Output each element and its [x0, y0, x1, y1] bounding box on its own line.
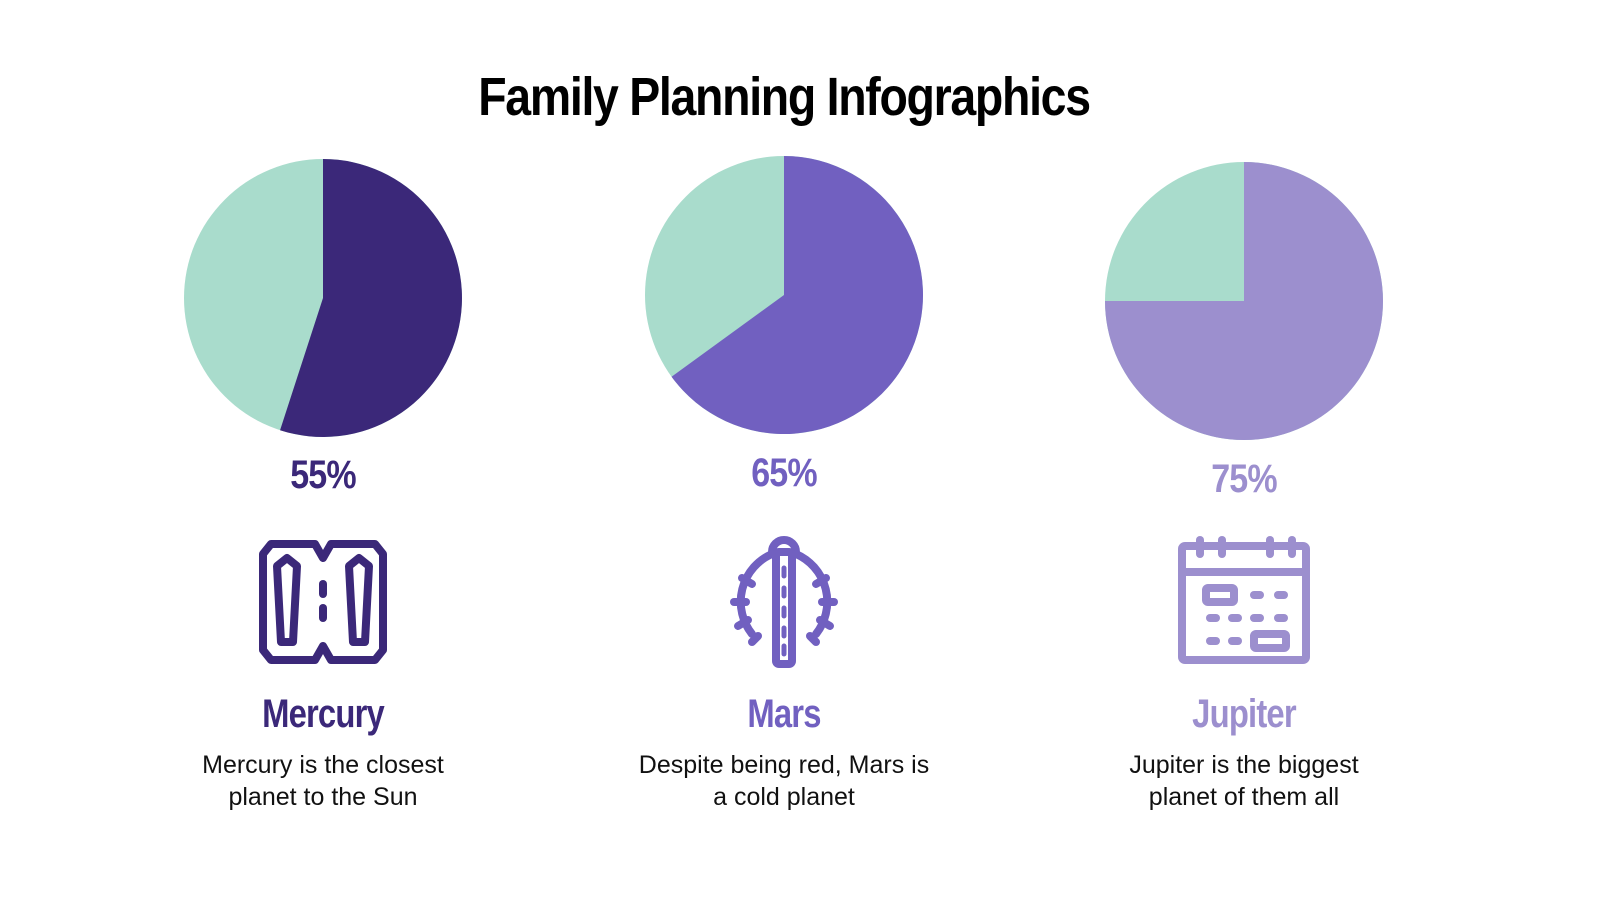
description-line: Jupiter is the biggest [1129, 751, 1359, 779]
description-line: Despite being red, Mars is [638, 751, 930, 779]
percent-label: 75% [1211, 457, 1277, 501]
pie-chart-jupiter [1105, 162, 1383, 440]
pregnancy-test-icon [259, 540, 387, 664]
percent-label: 55% [290, 453, 356, 497]
pie-chart-mercury [184, 159, 462, 437]
item-description: Jupiter is the biggest planet of them al… [1044, 749, 1444, 813]
calendar-icon [1178, 536, 1310, 664]
item-name: Mercury [262, 692, 385, 736]
infographic-column-jupiter: 75% Jupiter Jupiter is the biggest plane… [1044, 0, 1444, 900]
pie-slice-value [1105, 162, 1383, 440]
description-line: a cold planet [713, 783, 855, 811]
description-line: planet to the Sun [228, 783, 418, 811]
pie-slice-value [280, 159, 462, 437]
item-name: Mars [747, 692, 821, 736]
item-description: Mercury is the closest planet to the Sun [123, 749, 523, 813]
percent-label: 65% [751, 451, 817, 495]
item-description: Despite being red, Mars is a cold planet [584, 749, 984, 813]
slide-title: Family Planning Infographics [478, 67, 1091, 127]
thermometer-sun-icon [730, 536, 838, 668]
infographic-column-mars: 65% Mars Despite being red, Mars is a co… [584, 0, 984, 900]
description-line: Mercury is the closest [202, 751, 444, 779]
infographic-column-mercury: 55% Mercury Mercury is the closest plane… [123, 0, 523, 900]
description-line: planet of them all [1148, 783, 1340, 811]
item-name: Jupiter [1192, 692, 1296, 736]
pie-chart-mars [645, 156, 923, 434]
pie-slice-value [671, 156, 923, 434]
